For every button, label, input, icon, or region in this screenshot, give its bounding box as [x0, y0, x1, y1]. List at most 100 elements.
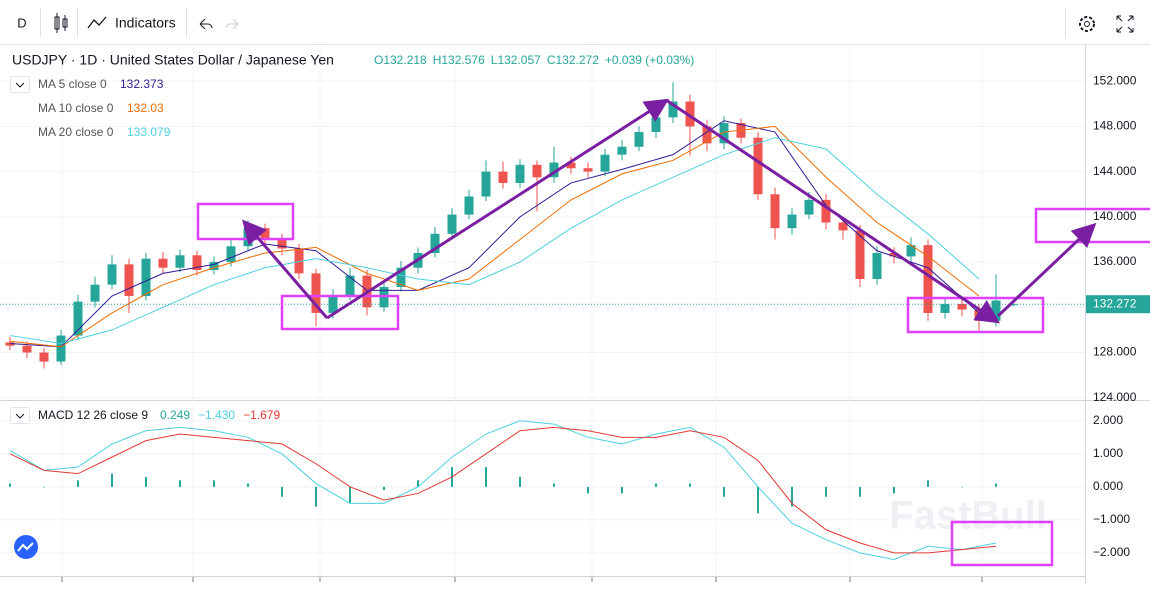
histogram-bar — [417, 480, 419, 487]
collapse-button[interactable] — [10, 407, 30, 424]
indicators-icon[interactable] — [87, 16, 107, 29]
histogram-bar — [621, 486, 623, 494]
candle-body — [22, 345, 32, 353]
candle-body — [345, 275, 355, 296]
ma-line — [9, 137, 980, 344]
y-tick-label: 128.000 — [1093, 345, 1137, 359]
indicators-button[interactable]: Indicators — [115, 15, 176, 31]
histogram-bar — [723, 486, 725, 497]
candle-body — [532, 164, 542, 178]
interval-button[interactable]: D — [17, 15, 26, 30]
candle-body — [209, 262, 219, 270]
y-tick-label: 148.000 — [1093, 119, 1137, 133]
candle-body — [396, 267, 406, 287]
histogram-bar — [111, 473, 113, 487]
candle-body — [73, 301, 83, 336]
candle-body — [719, 123, 729, 144]
ma-line — [9, 125, 980, 348]
histogram-bar — [689, 483, 691, 487]
last-price-tag — [1086, 295, 1150, 314]
histogram-bar — [349, 486, 351, 504]
candle-body — [498, 171, 508, 183]
histogram-bar — [825, 486, 827, 497]
histogram-bar — [757, 486, 759, 514]
histogram-bar — [961, 486, 963, 488]
histogram-bar — [145, 476, 147, 487]
ohlc-value: O132.218 — [374, 53, 427, 67]
histogram-bar — [315, 486, 317, 507]
legend-value: 0.249 — [160, 408, 190, 422]
collapse-icon — [15, 82, 25, 88]
histogram-bar — [247, 483, 249, 487]
candle-body — [838, 222, 848, 231]
ohlc-legend: O132.218 H132.576 L132.057 C132.272 +0.039 (… — [374, 53, 694, 67]
y-tick-label: 144.000 — [1093, 164, 1137, 178]
ohlc-value: C132.272 — [547, 53, 599, 67]
y-tick-label: 124.000 — [1093, 390, 1137, 404]
histogram-bar — [519, 476, 521, 487]
candle-body — [889, 253, 899, 257]
legend-name: MA 20 close 0 — [38, 125, 114, 139]
candle-body — [634, 132, 644, 147]
macd-title: MACD 12 26 close 9 — [38, 408, 148, 422]
candle-body — [158, 258, 168, 268]
candle-body — [872, 253, 882, 280]
candle-body — [277, 239, 287, 249]
candle-body — [753, 137, 763, 195]
histogram-bar — [213, 480, 215, 487]
candle-body — [447, 214, 457, 234]
logo-icon — [17, 542, 34, 552]
collapse-icon — [15, 413, 25, 419]
candle-body — [107, 264, 117, 285]
watermark: FastBull — [889, 494, 1047, 538]
legend-name: MA 5 close 0 — [38, 77, 107, 91]
chart-title: USDJPY · 1D · United States Dollar / Jap… — [12, 52, 334, 68]
candle-body — [821, 199, 831, 223]
y-tick-label: 2.000 — [1093, 413, 1123, 427]
candle-body — [481, 171, 491, 197]
settings-button[interactable] — [1079, 16, 1095, 32]
y-tick-label: 0.000 — [1093, 479, 1123, 493]
candle-body — [617, 146, 627, 155]
histogram-bar — [43, 486, 45, 488]
collapse-button[interactable] — [10, 76, 30, 93]
candle-body — [923, 245, 933, 313]
fullscreen-button[interactable] — [1116, 15, 1134, 33]
ohlc-value: H132.576 — [433, 53, 485, 67]
candle-body — [90, 284, 100, 302]
candle-body — [957, 303, 967, 310]
toolbar: D Indicators — [0, 8, 1150, 45]
candle-body — [515, 164, 525, 183]
candle-body — [311, 273, 321, 313]
candle-body — [141, 258, 151, 296]
candle-body — [770, 194, 780, 229]
candle-body — [124, 264, 134, 296]
ma-line — [9, 120, 980, 348]
candle-body — [940, 303, 950, 313]
y-tick-label: −1.000 — [1093, 512, 1130, 526]
legend-value: 133.079 — [127, 125, 171, 139]
legend-value: −1.679 — [243, 408, 280, 422]
histogram-bar — [383, 486, 385, 491]
candle-body — [855, 230, 865, 280]
candle-body — [192, 255, 202, 270]
candle-body — [600, 154, 610, 172]
undo-button[interactable] — [199, 18, 213, 30]
candle-body — [226, 246, 236, 263]
candle-body — [787, 214, 797, 229]
legend-value: 132.373 — [120, 77, 164, 91]
candle-body — [430, 233, 440, 254]
redo-button[interactable] — [225, 18, 239, 30]
change-value: +0.039 (+0.03%) — [605, 53, 694, 67]
legend-name: MA 10 close 0 — [38, 101, 114, 115]
chart-type-button[interactable] — [54, 13, 68, 33]
histogram-bar — [587, 486, 589, 494]
y-tick-label: −2.000 — [1093, 545, 1130, 559]
settings-icon — [1084, 21, 1090, 27]
histogram-bar — [485, 467, 487, 487]
histogram-bar — [9, 483, 11, 487]
macd-line — [9, 426, 997, 554]
histogram-bar — [553, 483, 555, 487]
legend-value: 132.03 — [127, 101, 164, 115]
